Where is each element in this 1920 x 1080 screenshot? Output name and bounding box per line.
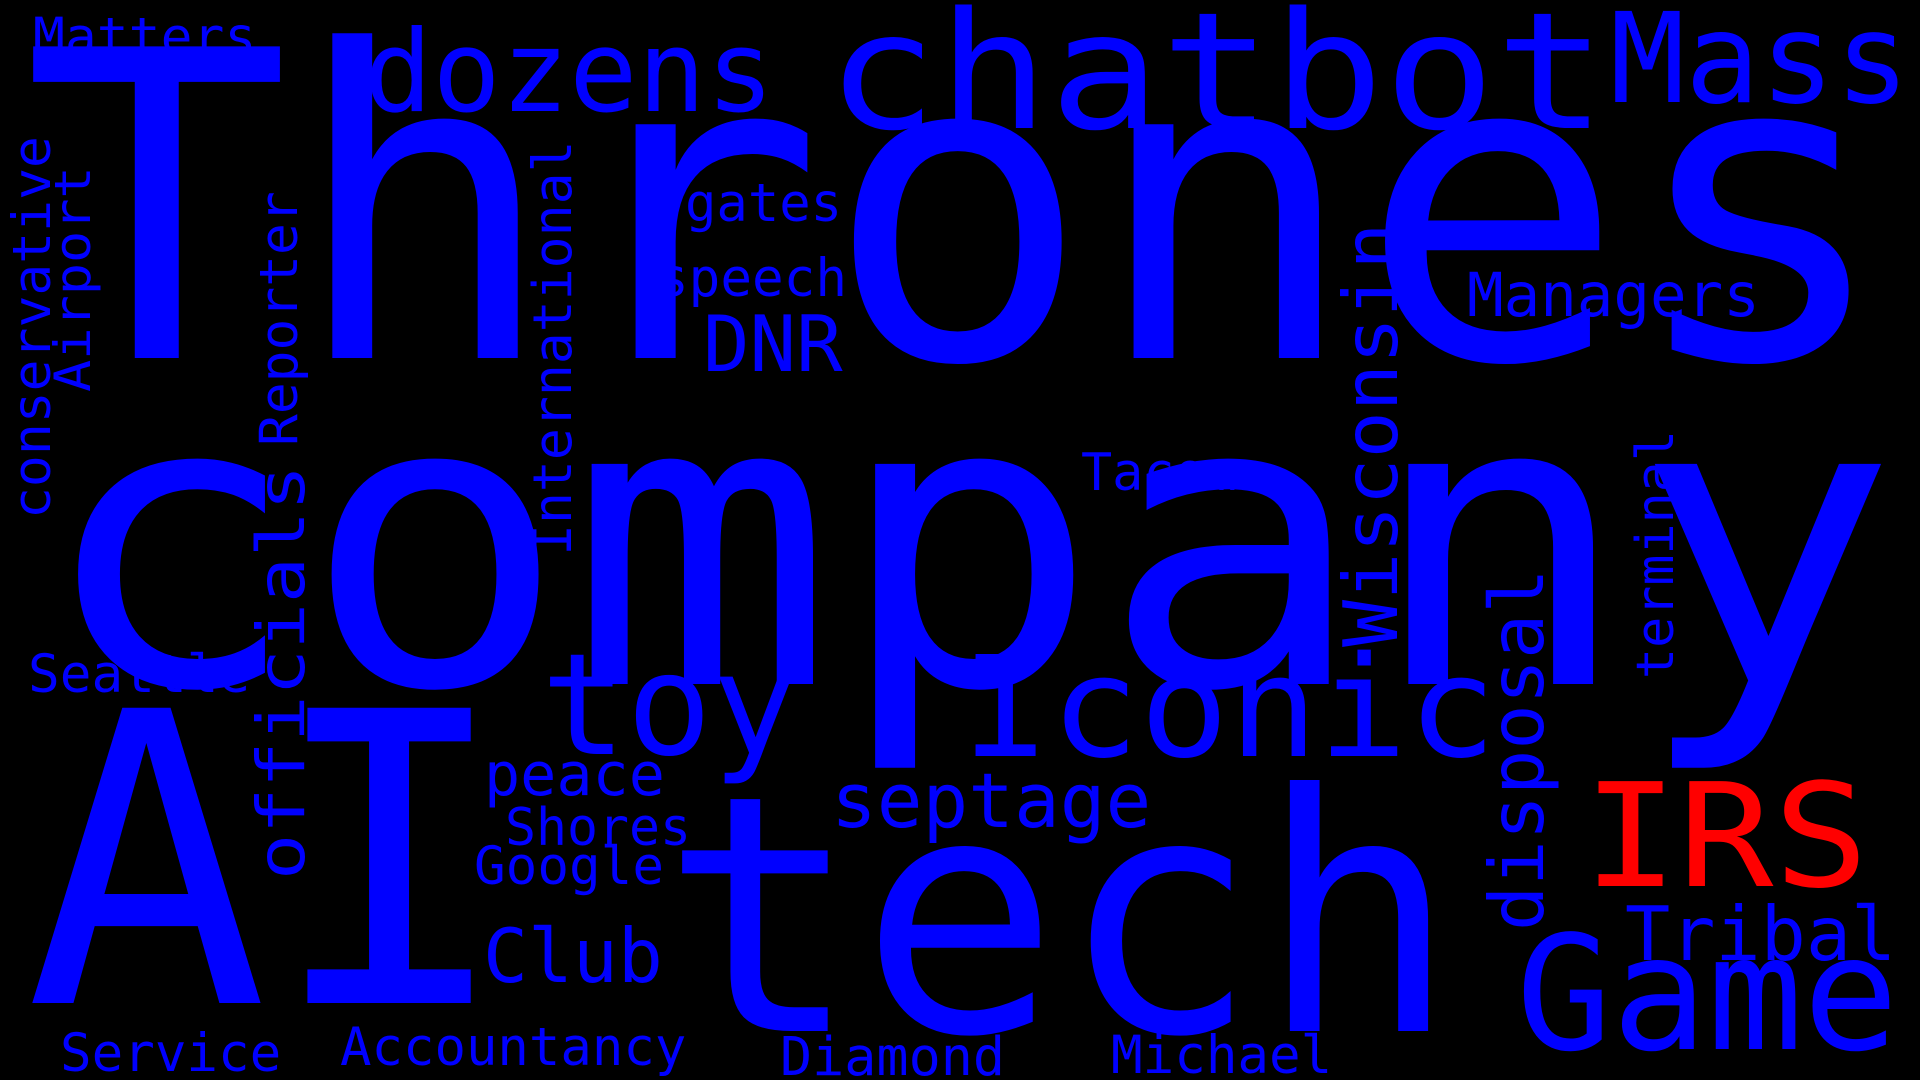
word-international: International: [521, 140, 584, 556]
word-company: company: [36, 309, 1899, 779]
word-disposal: disposal: [1472, 568, 1561, 931]
word-airport: Airport: [44, 166, 102, 392]
word-speech: speech: [657, 248, 847, 309]
word-shores: Shores: [505, 798, 692, 858]
word-michael: Michael: [1111, 1025, 1333, 1080]
word-septage: septage: [831, 756, 1152, 845]
word-dozens: dozens: [364, 6, 775, 138]
word-terminal: terminal: [1626, 430, 1686, 679]
word-tribal: Tribal: [1625, 889, 1897, 978]
word-google: Google: [474, 836, 664, 897]
word-iconic: Iconic: [961, 627, 1497, 790]
word-gates: gates: [685, 174, 843, 234]
word-game: Game: [1516, 903, 1899, 1080]
word-accountancy: Accountancy: [340, 1017, 687, 1078]
word-toy: toy: [541, 623, 798, 788]
word-ai: AI: [25, 626, 511, 1080]
word-chatbot: chatbot: [826, 0, 1607, 167]
word-club: Club: [483, 912, 663, 1000]
word-tech: tech: [661, 723, 1458, 1080]
word-diamond: Diamond: [780, 1025, 1006, 1080]
word-irs: IRS: [1583, 752, 1869, 920]
word-service: Service: [60, 1022, 282, 1080]
word-dnr: DNR: [703, 299, 843, 390]
word-tacoma: Tacoma: [1081, 443, 1269, 503]
word-seattle: Seattle: [28, 643, 251, 705]
word-officials: officials: [241, 464, 320, 880]
word-mass: Mass: [1610, 0, 1910, 132]
word-matters: Matters: [33, 6, 257, 68]
word-reporter: Reporter: [249, 191, 310, 446]
word-peace: peace: [484, 740, 665, 810]
word-managers: Managers: [1467, 260, 1760, 331]
word-thrones: Thrones: [23, 0, 1893, 459]
word-wisconsin: Wisconsin: [1326, 222, 1415, 647]
